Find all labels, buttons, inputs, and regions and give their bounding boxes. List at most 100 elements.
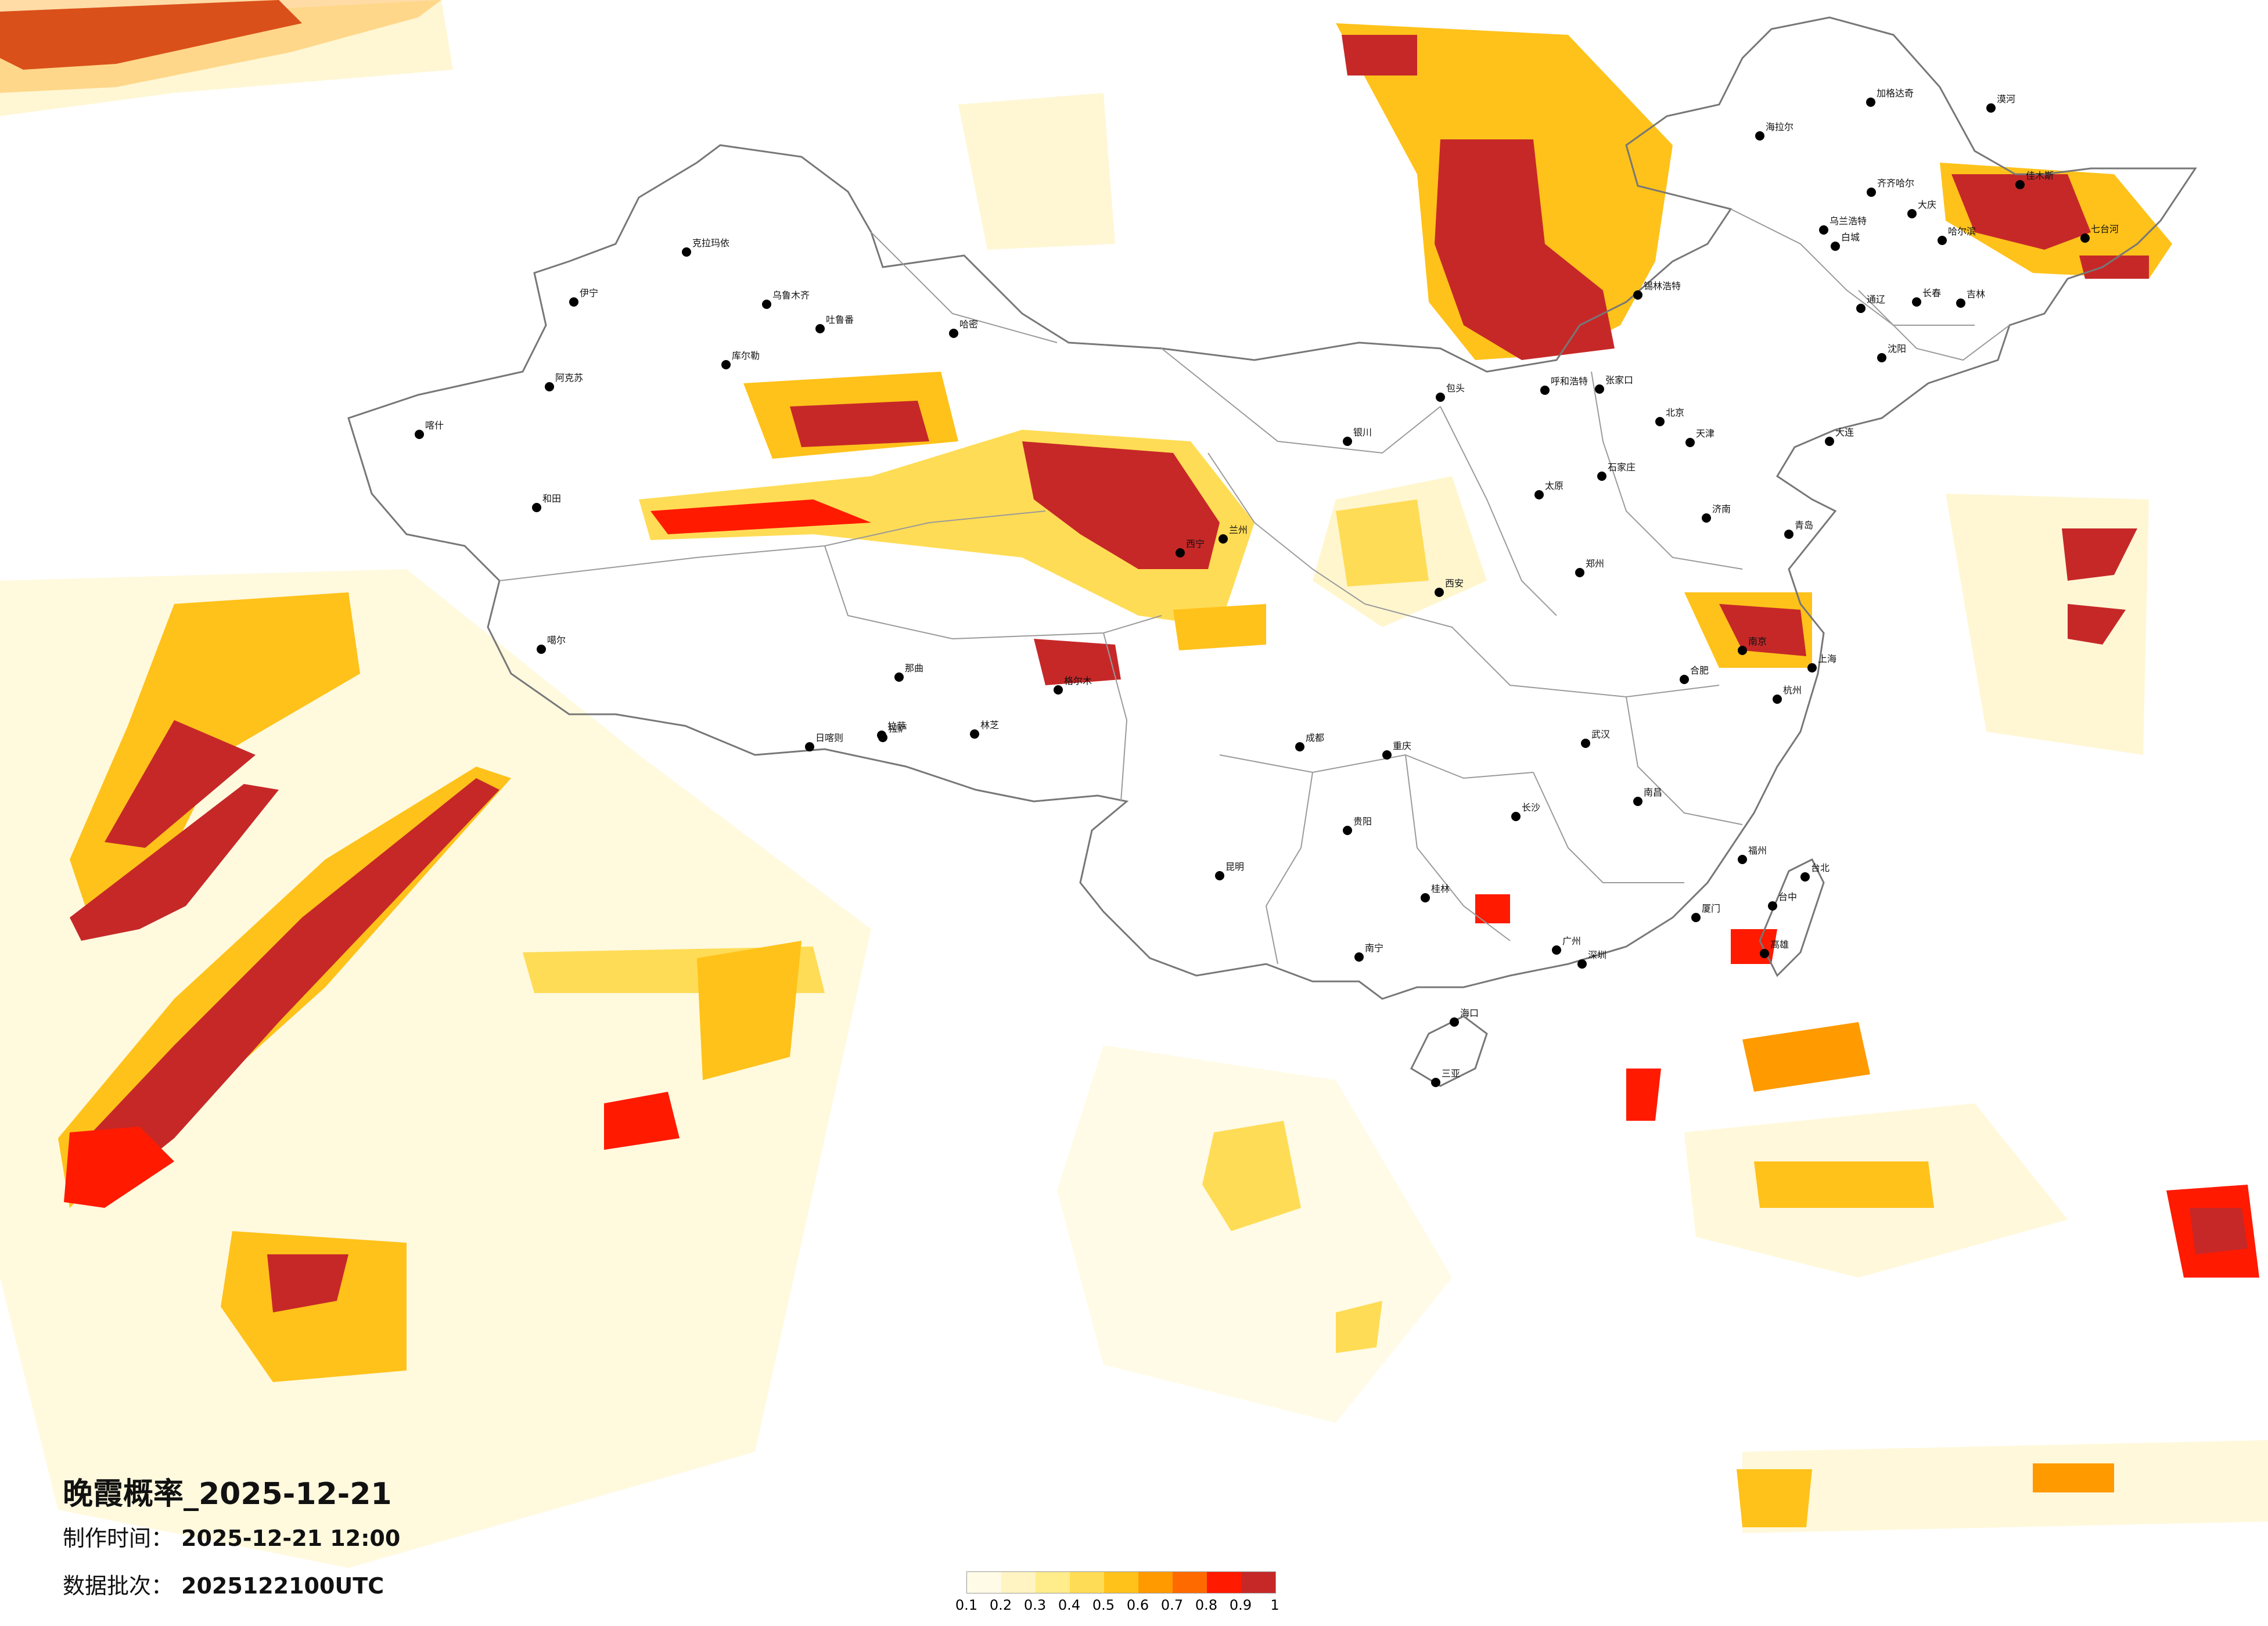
city-dot: [970, 729, 979, 739]
legend-swatch-6: [1138, 1572, 1173, 1593]
city-marker: 武汉: [1581, 729, 1610, 748]
city-label: 喀什: [425, 420, 444, 431]
city-dot: [545, 382, 554, 391]
city-dot: [1784, 530, 1793, 539]
country-boundary: [347, 16, 2197, 1087]
legend-swatch-2: [1001, 1572, 1036, 1593]
city-label: 青岛: [1795, 520, 1813, 531]
city-dot: [1702, 513, 1711, 523]
city-marker: 那曲: [894, 663, 923, 682]
city-label: 呼和浩特: [1551, 376, 1588, 387]
legend-tick-label: 0.4: [1058, 1597, 1081, 1613]
city-marker: 吐鲁番: [815, 314, 854, 333]
city-dot: [815, 324, 825, 333]
city-label: 阿克苏: [555, 372, 583, 383]
city-label: 漠河: [1997, 93, 2015, 105]
city-dot: [1343, 437, 1352, 446]
city-label: 上海: [1818, 653, 1836, 664]
city-marker: 阿克苏: [545, 372, 583, 391]
city-dot: [1912, 297, 1921, 307]
city-marker: 库尔勒: [721, 350, 760, 369]
city-label: 海拉尔: [1766, 121, 1793, 132]
city-marker: 乌兰浩特: [1819, 215, 1867, 235]
city-dot: [2015, 180, 2025, 189]
city-dot: [721, 360, 731, 369]
city-marker: 南宁: [1354, 942, 1383, 962]
city-label: 天津: [1696, 428, 1715, 439]
city-marker: 杭州: [1773, 685, 1802, 704]
city-label: 乌鲁木齐: [772, 290, 810, 301]
city-marker: 南昌: [1633, 787, 1662, 806]
city-label: 哈尔滨: [1948, 226, 1976, 237]
city-label: 武汉: [1591, 729, 1610, 740]
city-dot: [1633, 797, 1642, 806]
city-label: 七台河: [2091, 224, 2119, 235]
city-label: 乌兰浩特: [1830, 215, 1867, 226]
city-label: 库尔勒: [732, 350, 760, 361]
city-marker: 台北: [1800, 862, 1830, 882]
city-label: 哈密: [959, 319, 978, 330]
production-time: 制作时间： 2025-12-21 12:00: [63, 1520, 400, 1552]
city-label: 重庆: [1393, 740, 1411, 751]
legend-swatch-1: [967, 1572, 1001, 1593]
city-label: 锡林浩特: [1644, 280, 1681, 292]
city-label: 噶尔: [547, 635, 566, 646]
city-dot: [537, 645, 546, 654]
city-marker: 张家口: [1595, 375, 1633, 394]
city-marker: 海拉尔: [1755, 121, 1793, 141]
city-marker: 广州: [1552, 936, 1581, 955]
city-marker: 大连: [1825, 427, 1854, 446]
city-marker: 喀什: [415, 420, 444, 439]
city-marker: 漠河: [1986, 93, 2015, 113]
city-label: 大庆: [1918, 199, 1936, 210]
city-label: 西宁: [1186, 538, 1205, 549]
city-marker: 上海: [1807, 653, 1836, 672]
legend-swatch-7: [1173, 1572, 1207, 1593]
city-marker: 兰州: [1219, 524, 1248, 544]
city-label: 成都: [1306, 732, 1324, 743]
production-time-value: 2025-12-21 12:00: [181, 1526, 401, 1551]
city-marker: 太原: [1534, 480, 1563, 499]
city-marker: 银川: [1343, 427, 1372, 446]
city-marker: 贵阳: [1343, 816, 1372, 835]
province-boundaries: [499, 208, 2010, 965]
city-dot: [682, 247, 691, 257]
city-label: 太原: [1545, 480, 1563, 491]
city-label: 广州: [1562, 936, 1581, 947]
city-dot: [1295, 742, 1304, 751]
city-label: 三亚: [1442, 1068, 1460, 1079]
city-marker: 高雄: [1760, 939, 1789, 958]
city-label: 银川: [1353, 427, 1372, 438]
city-marker: 林芝: [970, 720, 999, 739]
city-label: 拉萨: [889, 723, 907, 734]
color-legend: 0.1 0.2 0.3 0.4 0.5 0.6 0.7 0.8 0.9 1: [955, 1571, 1279, 1620]
city-marker: 重庆: [1382, 740, 1411, 760]
legend-swatch-3: [1036, 1572, 1070, 1593]
city-dot: [1986, 103, 1996, 113]
legend-tick-label: 0.6: [1126, 1597, 1149, 1613]
city-label: 贵阳: [1353, 816, 1372, 827]
city-label: 昆明: [1225, 861, 1244, 872]
city-marker: 西宁: [1176, 538, 1205, 557]
city-dot: [1877, 353, 1886, 362]
city-marker: 和田: [532, 493, 561, 512]
city-dot: [1595, 384, 1604, 394]
city-dot: [1655, 417, 1665, 426]
legend-tick-label: 0.7: [1160, 1597, 1184, 1613]
legend-tick-label: 0.8: [1195, 1597, 1218, 1613]
city-dot: [1511, 812, 1521, 821]
city-marker: 哈密: [949, 319, 978, 338]
city-label: 兰州: [1229, 524, 1248, 535]
city-dot: [2080, 233, 2090, 243]
city-marker: 桂林: [1421, 883, 1450, 902]
city-dot: [1773, 695, 1782, 704]
city-label: 佳木斯: [2026, 170, 2054, 181]
city-dot: [1768, 901, 1777, 911]
legend-swatch-8: [1207, 1572, 1241, 1593]
city-marker: 青岛: [1784, 520, 1813, 539]
city-dot: [1382, 750, 1392, 760]
city-marker: 佳木斯: [2015, 170, 2054, 189]
city-dot: [1176, 548, 1185, 557]
city-dot: [1431, 1078, 1440, 1087]
